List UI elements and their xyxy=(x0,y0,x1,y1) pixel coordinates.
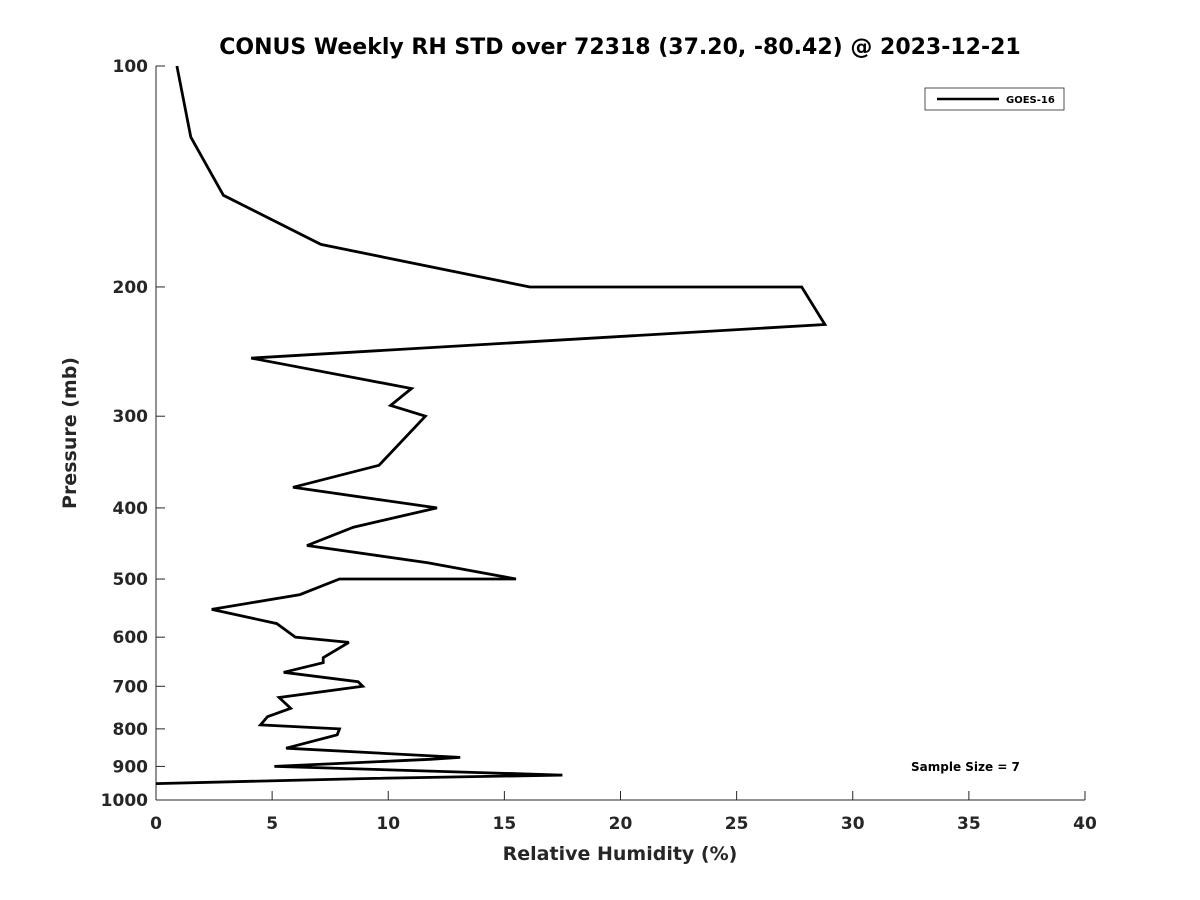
chart-title: CONUS Weekly RH STD over 72318 (37.20, -… xyxy=(219,35,1020,60)
y-tick-label: 800 xyxy=(113,720,149,740)
x-tick-label: 35 xyxy=(957,814,981,834)
x-tick-label: 10 xyxy=(376,814,400,834)
x-tick-label: 15 xyxy=(493,814,517,834)
y-tick-label: 700 xyxy=(113,677,149,697)
y-tick-label: 1000 xyxy=(101,791,148,811)
x-tick-label: 0 xyxy=(150,814,162,834)
x-tick-label: 5 xyxy=(266,814,278,834)
sample-size-annotation: Sample Size = 7 xyxy=(911,760,1020,774)
y-tick-label: 500 xyxy=(113,570,149,590)
x-tick-label: 40 xyxy=(1073,814,1097,834)
legend-entry-goes-16: GOES-16 xyxy=(1006,95,1055,106)
y-axis-label: Pressure (mb) xyxy=(59,357,81,509)
x-tick-label: 20 xyxy=(609,814,633,834)
x-tick-label: 25 xyxy=(725,814,749,834)
y-tick-label: 200 xyxy=(113,278,149,298)
x-axis-label: Relative Humidity (%) xyxy=(503,843,738,865)
y-tick-label: 300 xyxy=(113,407,149,427)
y-tick-label: 900 xyxy=(113,757,149,777)
plot-area: 0 5 10 15 20 25 30 35 40 100 200 300 400 500 600 700 80… xyxy=(101,57,1097,834)
x-axis-ticks: 0 5 10 15 20 25 30 35 40 xyxy=(150,791,1097,834)
y-axis-ticks: 100 200 300 400 500 600 700 800 900 1000 xyxy=(101,57,165,811)
y-tick-label: 100 xyxy=(113,57,149,77)
y-tick-label: 400 xyxy=(113,499,149,519)
legend: GOES-16 xyxy=(924,87,1065,111)
series-line-goes-16 xyxy=(155,65,828,785)
series-layer xyxy=(155,65,828,785)
y-tick-label: 600 xyxy=(113,628,149,648)
x-tick-label: 30 xyxy=(841,814,865,834)
